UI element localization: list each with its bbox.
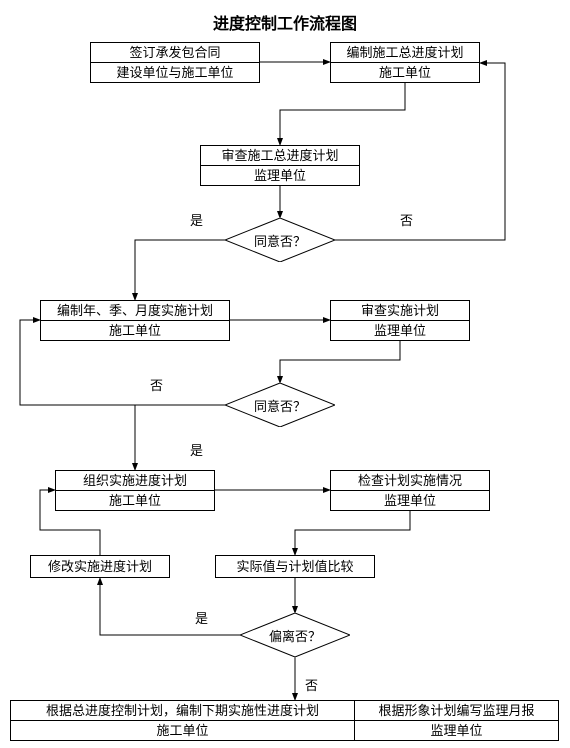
node-d1-label: 同意否？ xyxy=(225,231,335,250)
node-n2a: 编制施工总进度计划 xyxy=(330,42,480,63)
node-n4b: 施工单位 xyxy=(40,320,230,341)
node-n8: 修改实施进度计划 xyxy=(30,555,170,578)
edge-e5 xyxy=(335,63,505,240)
edge-e15-label: 否 xyxy=(305,675,318,694)
node-n1b: 建设单位与施工单位 xyxy=(90,62,260,83)
node-n6b: 施工单位 xyxy=(55,490,215,511)
node-n3a: 审查施工总进度计划 xyxy=(200,145,360,166)
edge-e8-label: 是 xyxy=(190,440,203,459)
node-n9: 实际值与计划值比较 xyxy=(215,555,375,578)
edge-e5-label: 否 xyxy=(400,210,413,229)
diagram-title: 进度控制工作流程图 xyxy=(0,10,570,34)
edge-e9-label: 否 xyxy=(150,375,163,394)
node-n11b: 监理单位 xyxy=(354,720,559,741)
node-n6a: 组织实施进度计划 xyxy=(55,470,215,491)
node-n1a: 签订承发包合同 xyxy=(90,42,260,63)
node-n2b: 施工单位 xyxy=(330,62,480,83)
node-n10b: 施工单位 xyxy=(10,720,355,741)
node-n7a: 检查计划实施情况 xyxy=(330,470,490,491)
node-n11a: 根据形象计划编写监理月报 xyxy=(354,700,559,721)
node-n3b: 监理单位 xyxy=(200,165,360,186)
node-d2-label: 同意否？ xyxy=(225,396,335,415)
edge-e4 xyxy=(135,240,225,300)
node-n5b: 监理单位 xyxy=(330,320,470,341)
edge-e13 xyxy=(100,578,240,635)
node-n5a: 审查实施计划 xyxy=(330,300,470,321)
node-n4a: 编制年、季、月度实施计划 xyxy=(40,300,230,321)
node-n7b: 监理单位 xyxy=(330,490,490,511)
edge-e7 xyxy=(280,341,400,383)
node-d3-label: 偏离否？ xyxy=(240,626,350,645)
edge-e11 xyxy=(295,511,410,555)
edge-e13-label: 是 xyxy=(195,608,208,627)
edge-e4-label: 是 xyxy=(190,210,203,229)
edge-e2 xyxy=(280,83,405,145)
node-n10a: 根据总进度控制计划，编制下期实施性进度计划 xyxy=(10,700,355,721)
edge-e8 xyxy=(135,405,225,470)
